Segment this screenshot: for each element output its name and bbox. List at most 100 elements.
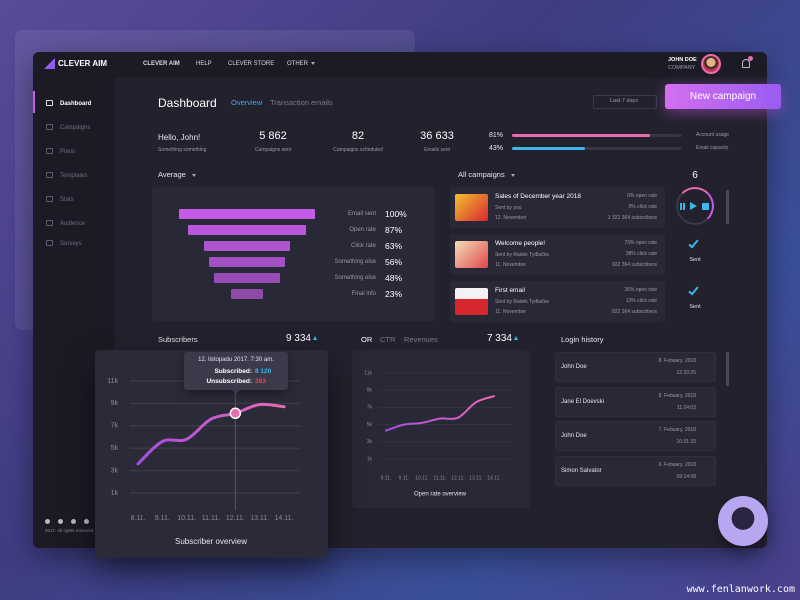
y-tick-label: 5k: [367, 422, 373, 428]
y-tick-label: 3k: [111, 467, 119, 474]
campaign-title: Welcome people!: [495, 240, 546, 247]
login-card: [555, 352, 716, 382]
nav-item[interactable]: HELP: [196, 61, 212, 67]
stat-label: Campaigns sent: [254, 147, 292, 153]
tooltip-label: Subscribed:: [214, 368, 252, 375]
nav-item[interactable]: CLEVER AIM: [143, 61, 180, 67]
sidebar-item[interactable]: Dashboard: [60, 101, 92, 107]
y-tick-label: 5k: [111, 445, 119, 452]
date-picker[interactable]: [593, 95, 657, 109]
chart-tab[interactable]: CTR: [380, 335, 396, 344]
social-icon[interactable]: [58, 519, 63, 524]
y-tick-label: 11k: [364, 370, 372, 376]
campaign-open-rate: 73% open rate: [624, 240, 657, 246]
social-icon[interactable]: [45, 519, 50, 524]
nav-item[interactable]: OTHER: [287, 61, 308, 67]
funnel-bar: [187, 225, 307, 235]
funnel-bar: [214, 273, 280, 283]
greeting: Hello, John!: [158, 133, 201, 142]
pause-icon[interactable]: [680, 203, 685, 210]
funnel-value: 23%: [385, 289, 403, 299]
greeting-sub: Something something: [158, 147, 207, 153]
play-icon[interactable]: [690, 202, 697, 210]
login-time: 11:24:03: [676, 404, 696, 411]
y-tick-label: 7k: [367, 405, 373, 411]
x-tick-label: 14.11.: [275, 515, 294, 522]
campaign-thumbnail: [455, 288, 488, 315]
chart-tab[interactable]: OR: [361, 335, 373, 344]
sidebar-item[interactable]: Surveys: [60, 241, 82, 247]
funnel-name: Email sent: [347, 211, 376, 217]
section-title: Login history: [561, 335, 604, 344]
bell-icon[interactable]: [742, 59, 750, 68]
data-point: [229, 407, 242, 420]
login-date: 7. Febuary, 2018: [658, 427, 696, 433]
funnel-value: 87%: [385, 225, 403, 235]
campaign-subscribers: 822 364 subscribers: [611, 309, 657, 315]
login-time: 09:14:08: [676, 473, 696, 480]
scrollbar: [726, 190, 729, 224]
chart-title: Subscriber overview: [175, 537, 247, 546]
tab[interactable]: Overview: [231, 98, 263, 107]
social-icon[interactable]: [84, 519, 89, 524]
campaign-sender: Sent by you: [495, 205, 522, 211]
campaign-status: Sent: [689, 257, 701, 263]
sidebar-item[interactable]: Stats: [60, 197, 74, 203]
dropdown-caret: [511, 174, 515, 177]
stat-value: 5 862: [259, 130, 287, 142]
tooltip: [184, 352, 288, 390]
data-line: [136, 402, 286, 466]
campaign-status: Sent: [689, 304, 701, 310]
user-name: JOHN DOE: [668, 57, 697, 63]
watermark: www.fenlanwork.com: [686, 584, 795, 595]
sidebar-item[interactable]: Plans: [60, 149, 76, 155]
x-tick-label: 14.11.: [487, 475, 501, 481]
avatar[interactable]: [701, 54, 721, 74]
sidebar-item[interactable]: Campaigns: [60, 125, 91, 131]
campaign-date: 11. November: [495, 262, 527, 268]
funnel-name: Final info: [351, 291, 376, 297]
y-tick-label: 1k: [367, 456, 373, 462]
campaign-click-rate: 0% click rate: [628, 204, 657, 210]
data-line: [385, 395, 495, 432]
sidebar-item[interactable]: Audience: [60, 221, 86, 227]
page-title: Dashboard: [158, 96, 217, 110]
social-icon[interactable]: [71, 519, 76, 524]
capacity-label: 43%: [489, 145, 504, 152]
section-title[interactable]: All campaigns: [458, 170, 505, 179]
section-total: 7 334: [486, 333, 512, 344]
tab[interactable]: Transaction emails: [270, 98, 333, 107]
x-tick-label: 9.11.: [399, 475, 410, 481]
new-campaign-button[interactable]: [665, 84, 781, 109]
sidebar-icon: [46, 100, 53, 106]
chart-tab[interactable]: Revenues: [404, 335, 438, 344]
login-date: 6. Febuary, 2018: [658, 461, 696, 468]
funnel-value: 100%: [385, 209, 407, 219]
campaign-sender: Sent by Radek Tydlačka: [495, 252, 549, 258]
campaign-click-rate: 13% click rate: [625, 298, 657, 304]
x-tick-label: 13.11.: [469, 475, 483, 481]
stop-icon[interactable]: [702, 203, 709, 210]
stat-label: Campaigns scheduled: [333, 147, 383, 153]
y-tick-label: 11k: [107, 378, 118, 385]
x-tick-label: 12.11.: [451, 475, 465, 481]
dropdown-caret: [192, 174, 196, 177]
section-title[interactable]: Average: [158, 170, 186, 179]
sidebar-item[interactable]: Templates: [60, 173, 88, 179]
stat-value: 82: [351, 130, 365, 142]
bot-icon[interactable]: [718, 496, 768, 546]
progress-ring[interactable]: [676, 187, 714, 225]
section-title: Subscribers: [158, 335, 198, 344]
tooltip-date: 12. listopadu 2017. 7:30 am.: [198, 357, 274, 363]
funnel-value: 48%: [385, 273, 403, 283]
capacity-bar: [512, 134, 650, 137]
campaign-title: First email: [495, 287, 525, 294]
funnel-value: 63%: [385, 241, 403, 251]
campaign-date: 11. November: [495, 309, 527, 315]
sidebar-icon: [46, 240, 53, 246]
nav-item[interactable]: CLEVER STORE: [228, 61, 275, 67]
scrollbar: [726, 352, 729, 386]
funnel-name: Open rate: [349, 227, 376, 233]
